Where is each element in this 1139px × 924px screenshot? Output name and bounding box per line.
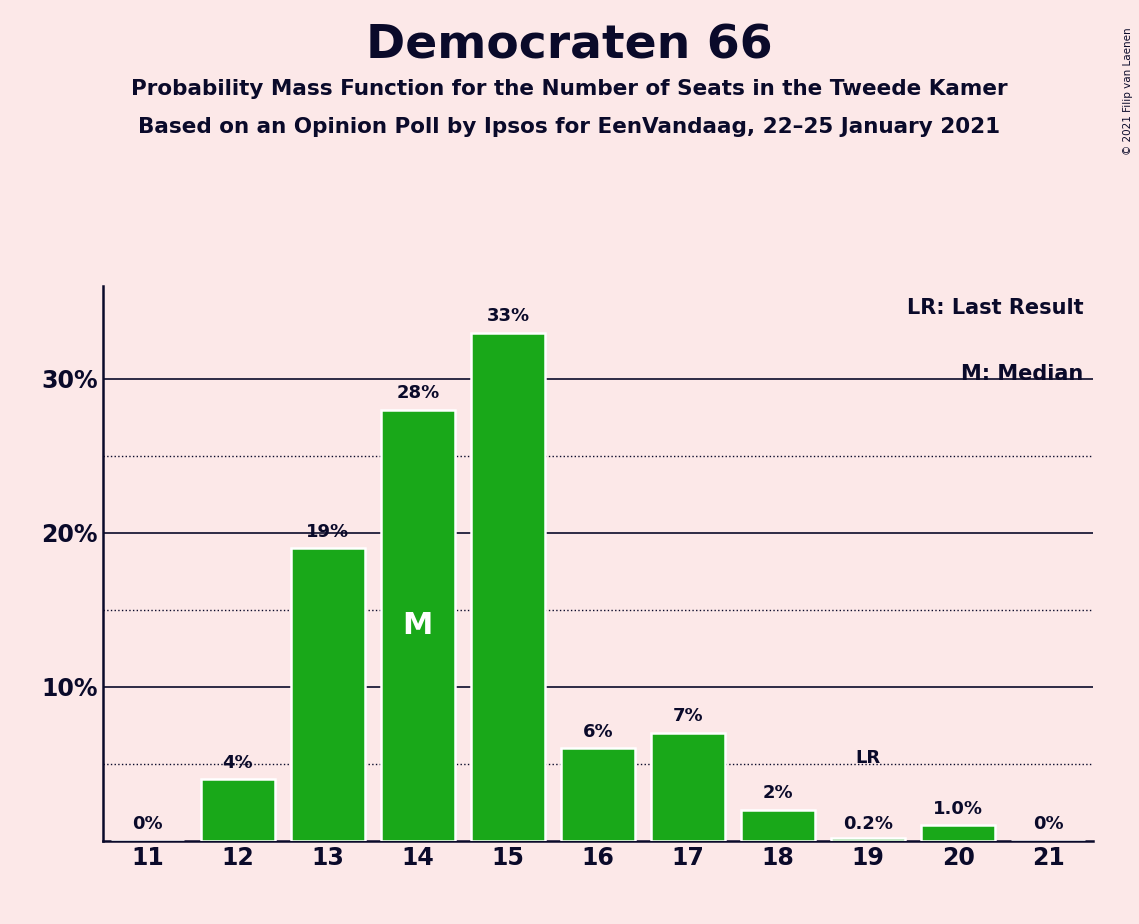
- Text: 6%: 6%: [583, 723, 613, 741]
- Bar: [380, 409, 454, 841]
- Text: 19%: 19%: [306, 523, 350, 541]
- Bar: [741, 810, 816, 841]
- Text: LR: LR: [855, 749, 880, 767]
- Text: 33%: 33%: [486, 307, 530, 325]
- Bar: [652, 733, 726, 841]
- Bar: [470, 333, 544, 841]
- Text: M: Median: M: Median: [961, 364, 1083, 384]
- Bar: [200, 779, 274, 841]
- Text: 0.2%: 0.2%: [843, 815, 893, 833]
- Bar: [290, 548, 364, 841]
- Text: LR: Last Result: LR: Last Result: [907, 298, 1083, 318]
- Bar: [562, 748, 634, 841]
- Text: 4%: 4%: [222, 754, 253, 772]
- Bar: [921, 825, 995, 841]
- Text: M: M: [402, 611, 433, 639]
- Bar: [831, 838, 906, 841]
- Text: © 2021 Filip van Laenen: © 2021 Filip van Laenen: [1123, 28, 1133, 155]
- Text: Democraten 66: Democraten 66: [366, 23, 773, 68]
- Text: 7%: 7%: [673, 708, 704, 725]
- Text: 2%: 2%: [763, 784, 794, 802]
- Text: 1.0%: 1.0%: [933, 800, 983, 818]
- Text: Based on an Opinion Poll by Ipsos for EenVandaag, 22–25 January 2021: Based on an Opinion Poll by Ipsos for Ee…: [139, 117, 1000, 138]
- Text: Probability Mass Function for the Number of Seats in the Tweede Kamer: Probability Mass Function for the Number…: [131, 79, 1008, 99]
- Text: 0%: 0%: [1033, 815, 1064, 833]
- Text: 28%: 28%: [396, 384, 440, 402]
- Text: 0%: 0%: [132, 815, 163, 833]
